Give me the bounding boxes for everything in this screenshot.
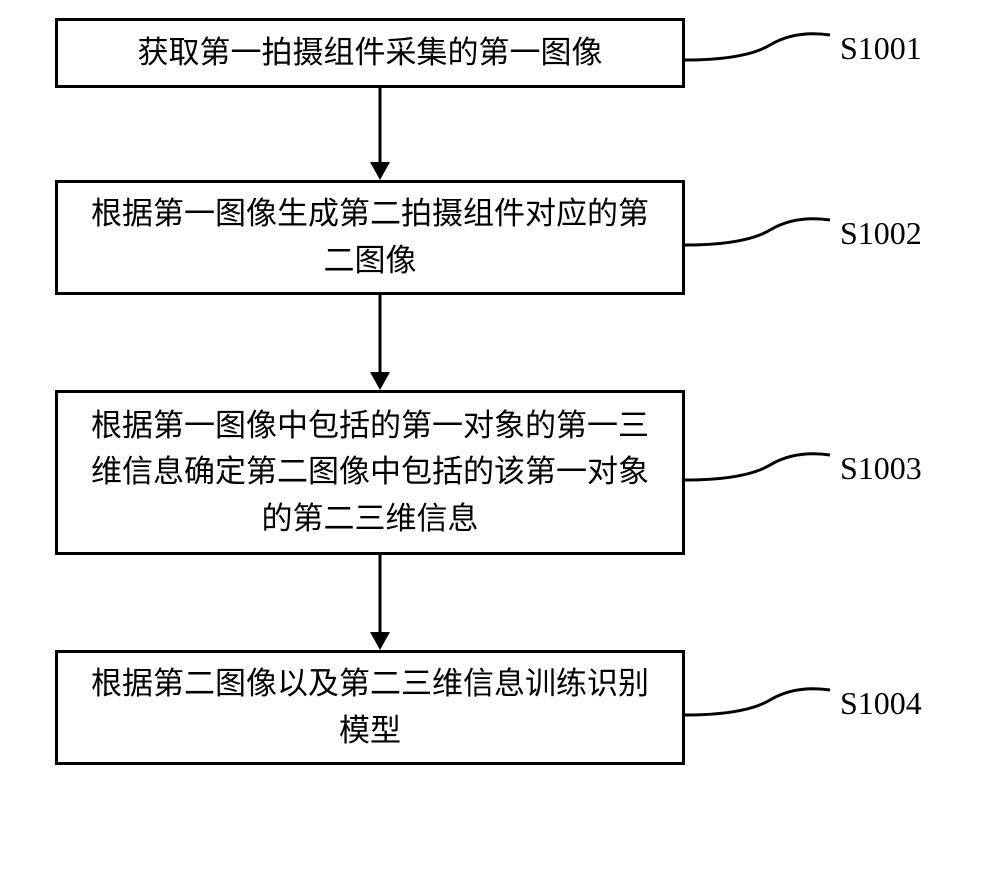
connector-curve (685, 25, 835, 75)
node-text: 根据第一图像生成第二拍摄组件对应的第二图像 (78, 191, 662, 284)
connector-curve (685, 680, 835, 730)
node-text: 获取第一拍摄组件采集的第一图像 (138, 30, 603, 77)
connector-curve (685, 210, 835, 260)
flowchart-node-s1001: 获取第一拍摄组件采集的第一图像 (55, 18, 685, 88)
flowchart-node-s1004: 根据第二图像以及第二三维信息训练识别模型 (55, 650, 685, 765)
flowchart-node-s1002: 根据第一图像生成第二拍摄组件对应的第二图像 (55, 180, 685, 295)
flowchart-node-s1003: 根据第一图像中包括的第一对象的第一三维信息确定第二图像中包括的该第一对象的第二三… (55, 390, 685, 555)
flowchart-arrow (370, 295, 390, 390)
flowchart-container: 获取第一拍摄组件采集的第一图像 S1001 根据第一图像生成第二拍摄组件对应的第… (0, 0, 1000, 876)
node-text: 根据第二图像以及第二三维信息训练识别模型 (78, 661, 662, 754)
step-label-s1001: S1001 (840, 30, 922, 67)
step-label-s1004: S1004 (840, 685, 922, 722)
flowchart-arrow (370, 88, 390, 180)
step-label-s1003: S1003 (840, 450, 922, 487)
step-label-s1002: S1002 (840, 215, 922, 252)
node-text: 根据第一图像中包括的第一对象的第一三维信息确定第二图像中包括的该第一对象的第二三… (78, 403, 662, 543)
connector-curve (685, 445, 835, 495)
flowchart-arrow (370, 555, 390, 650)
